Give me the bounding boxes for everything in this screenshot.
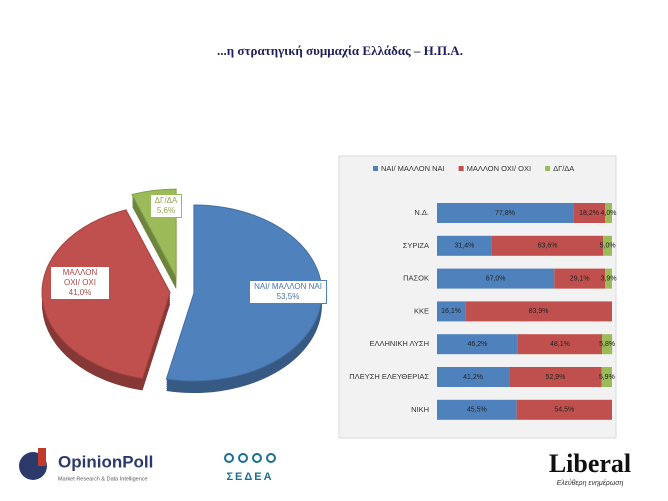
y-tick-label: ΝΙΚΗ [411, 405, 429, 414]
bar-segment [554, 268, 606, 289]
pie-label: ΜΑΛΛΟΝ ΟΧΙ/ ΟΧΙ 41,0% [50, 266, 110, 300]
bar-panel [338, 155, 617, 439]
pie-label-category: ΝΑΙ/ ΜΑΛΛΟΝ ΝΑΙ [254, 282, 322, 291]
value-label: 4,0% [601, 210, 617, 217]
legend-label: ΔΓ/ΔΑ [553, 164, 574, 173]
opinionpoll-logo: OpinionPoll Market Research & Data Intel… [19, 448, 153, 482]
legend-swatch [373, 166, 378, 171]
liberal-logo: Liberal Ελεύθερη ενημέρωση [549, 449, 631, 487]
y-tick-label: ΚΚΕ [414, 306, 429, 315]
pie-label-value: 53,5% [276, 292, 300, 301]
y-tick-label: ΣΥΡΙΖΑ [403, 241, 429, 250]
y-tick-label: Ν.Δ. [414, 208, 429, 217]
value-label: 29,1% [570, 275, 590, 282]
value-label: 41,2% [463, 374, 483, 381]
bar-segment [437, 268, 555, 289]
bar-segment [601, 367, 612, 387]
bar-segment [491, 235, 604, 256]
bar-segment [605, 268, 612, 289]
pie-label-value: 41,0% [68, 288, 92, 297]
bar-segment [509, 367, 602, 387]
bar-segment [437, 235, 492, 256]
value-label: 52,9% [545, 374, 565, 381]
bar-segment [605, 203, 612, 223]
legend-swatch [545, 166, 551, 171]
bar-segment [437, 334, 518, 355]
logo-icon [38, 448, 46, 466]
value-label: 16,1% [441, 308, 461, 315]
value-label: 67,0% [486, 275, 506, 282]
bar-segment [465, 301, 612, 322]
logo-icon [252, 453, 262, 463]
bar-segment [603, 235, 612, 256]
pie-label-value: 5,6% [156, 206, 176, 215]
pie-label: ΔΓ/ΔΑ 5,6% [150, 194, 182, 218]
value-label: 3,9% [601, 275, 617, 282]
pie-label-category: ΔΓ/ΔΑ [154, 196, 178, 205]
logo-tagline: Ελεύθερη ενημέρωση [557, 479, 624, 487]
value-label: 83,9% [529, 308, 549, 315]
logo-icon [224, 453, 234, 463]
y-tick-label: ΕΛΛΗΝΙΚΗ ΛΥΣΗ [369, 339, 429, 348]
value-label: 48,1% [550, 341, 570, 348]
bar-segment [437, 367, 510, 387]
bar-segment [602, 334, 613, 355]
legend-label: ΜΑΛΛΟΝ ΟΧΙ/ ΟΧΙ [467, 164, 531, 173]
slide-title: ...η στρατηγική συμμαχία Ελλάδας – Η.Π.Α… [217, 43, 463, 58]
bar-segment [437, 203, 574, 223]
value-label: 31,4% [455, 243, 475, 250]
value-label: 77,8% [495, 210, 515, 217]
bar-segment [437, 399, 517, 420]
value-label: 46,2% [467, 341, 487, 348]
pie-label-category: ΜΑΛΛΟΝ ΟΧΙ/ ΟΧΙ [62, 268, 98, 287]
logo-text: ΣΕΔΕΑ [226, 471, 273, 483]
value-label: 45,5% [467, 407, 487, 414]
bar-segment [573, 203, 605, 223]
legend-label: ΝΑΙ/ ΜΑΛΛΟΝ ΝΑΙ [381, 164, 445, 173]
legend-swatch [458, 166, 464, 171]
logo-tagline: Market Research & Data Intelligence [58, 476, 148, 482]
bar-segment [437, 301, 466, 322]
logo-icon [266, 453, 276, 463]
bar-segment [516, 399, 612, 420]
bar-segment [517, 334, 603, 355]
value-label: 5,8% [599, 341, 615, 348]
value-label: 18,2% [579, 210, 599, 217]
value-label: 5,0% [600, 243, 616, 250]
value-label: 5,9% [599, 374, 615, 381]
y-tick-label: ΠΑΣΟΚ [403, 274, 429, 283]
value-label: 54,5% [554, 407, 574, 414]
pie-label: ΝΑΙ/ ΜΑΛΛΟΝ ΝΑΙ 53,5% [249, 280, 327, 304]
y-tick-label: ΠΛΕΥΣΗ ΕΛΕΥΘΕΡΙΑΣ [349, 372, 429, 381]
value-label: 63,6% [538, 243, 558, 250]
logo-text: Liberal [549, 449, 631, 478]
sedea-logo: ΣΕΔΕΑ [224, 453, 276, 483]
logo-icon [238, 453, 248, 463]
logo-text: OpinionPoll [58, 452, 153, 471]
